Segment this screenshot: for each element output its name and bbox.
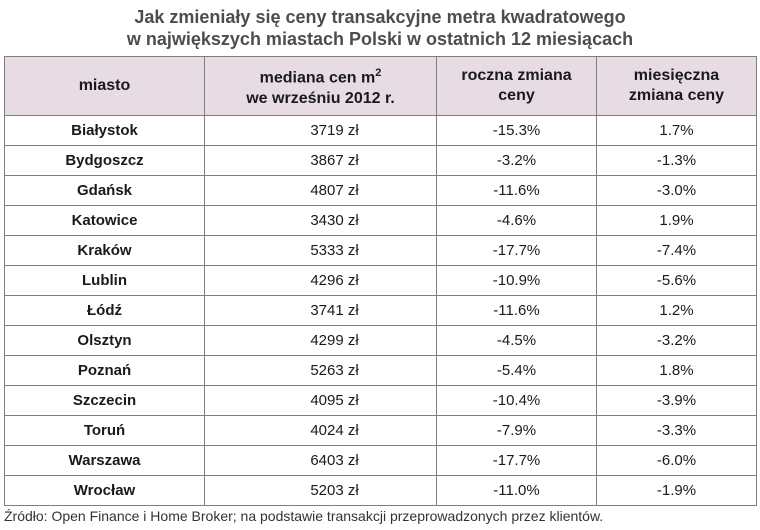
table-row: Toruń 4024 zł -7.9% -3.3% [4, 415, 757, 446]
monthly-change-cell: -3.0% [596, 175, 757, 206]
header-median-line2: we wrześniu 2012 r. [246, 89, 395, 107]
table-row: Poznań 5263 zł -5.4% 1.8% [4, 355, 757, 386]
monthly-change-cell: -5.6% [596, 265, 757, 296]
monthly-change-cell: 1.2% [596, 295, 757, 326]
city-cell: Lublin [4, 265, 205, 296]
city-cell: Gdańsk [4, 175, 205, 206]
median-price-cell: 4024 zł [204, 415, 437, 446]
median-price-cell: 3430 zł [204, 205, 437, 236]
city-cell: Poznań [4, 355, 205, 386]
median-price-cell: 4296 zł [204, 265, 437, 296]
yearly-change-cell: -10.9% [436, 265, 597, 296]
yearly-change-cell: -4.5% [436, 325, 597, 356]
source-note: Źródło: Open Finance i Home Broker; na p… [4, 508, 604, 524]
header-monthly: miesięczna zmiana ceny [596, 56, 757, 116]
header-monthly-line1: miesięczna [633, 67, 720, 84]
median-price-cell: 3741 zł [204, 295, 437, 326]
monthly-change-cell: -6.0% [596, 445, 757, 476]
header-yearly-line2: ceny [498, 87, 535, 104]
median-price-cell: 6403 zł [204, 445, 437, 476]
header-city: miasto [4, 56, 205, 116]
city-cell: Kraków [4, 235, 205, 266]
median-price-cell: 3867 zł [204, 145, 437, 176]
yearly-change-cell: -11.6% [436, 175, 597, 206]
median-price-cell: 4095 zł [204, 385, 437, 416]
table-body: Białystok 3719 zł -15.3% 1.7% Bydgoszcz 3867 … [4, 115, 757, 506]
monthly-change-cell: 1.8% [596, 355, 757, 386]
city-cell: Szczecin [4, 385, 205, 416]
monthly-change-cell: -1.3% [596, 145, 757, 176]
table-row: Szczecin 4095 zł -10.4% -3.9% [4, 385, 757, 416]
median-price-cell: 4807 zł [204, 175, 437, 206]
table-row: Lublin 4296 zł -10.9% -5.6% [4, 265, 757, 296]
price-table: miasto mediana cen m2 we wrześniu 2012 r… [4, 56, 757, 506]
median-price-cell: 5263 zł [204, 355, 437, 386]
header-yearly-line1: roczna zmiana [461, 67, 572, 84]
monthly-change-cell: -1.9% [596, 475, 757, 506]
median-price-cell: 5203 zł [204, 475, 437, 506]
table-row: Katowice 3430 zł -4.6% 1.9% [4, 205, 757, 236]
table-row: Kraków 5333 zł -17.7% -7.4% [4, 235, 757, 266]
header-median-line1: mediana cen m [259, 69, 376, 87]
title-line-2: w największych miastach Polski w ostatni… [126, 29, 634, 49]
yearly-change-cell: -4.6% [436, 205, 597, 236]
header-yearly: roczna zmiana ceny [436, 56, 597, 116]
yearly-change-cell: -17.7% [436, 445, 597, 476]
city-cell: Białystok [4, 115, 205, 146]
yearly-change-cell: -7.9% [436, 415, 597, 446]
chart-title: Jak zmieniały się ceny transakcyjne metr… [0, 6, 760, 50]
city-cell: Warszawa [4, 445, 205, 476]
yearly-change-cell: -17.7% [436, 235, 597, 266]
header-median-sup: 2 [375, 67, 382, 80]
monthly-change-cell: 1.7% [596, 115, 757, 146]
city-cell: Bydgoszcz [4, 145, 205, 176]
table-row: Białystok 3719 zł -15.3% 1.7% [4, 115, 757, 146]
monthly-change-cell: -3.2% [596, 325, 757, 356]
monthly-change-cell: -3.9% [596, 385, 757, 416]
title-line-1: Jak zmieniały się ceny transakcyjne metr… [134, 7, 626, 27]
table-row: Warszawa 6403 zł -17.7% -6.0% [4, 445, 757, 476]
yearly-change-cell: -10.4% [436, 385, 597, 416]
city-cell: Olsztyn [4, 325, 205, 356]
city-cell: Wrocław [4, 475, 205, 506]
city-cell: Toruń [4, 415, 205, 446]
median-price-cell: 3719 zł [204, 115, 437, 146]
yearly-change-cell: -11.0% [436, 475, 597, 506]
table-row: Olsztyn 4299 zł -4.5% -3.2% [4, 325, 757, 356]
table-row: Łódź 3741 zł -11.6% 1.2% [4, 295, 757, 326]
header-median: mediana cen m2 we wrześniu 2012 r. [204, 56, 437, 116]
median-price-cell: 5333 zł [204, 235, 437, 266]
city-cell: Łódź [4, 295, 205, 326]
monthly-change-cell: 1.9% [596, 205, 757, 236]
yearly-change-cell: -11.6% [436, 295, 597, 326]
table-row: Wrocław 5203 zł -11.0% -1.9% [4, 475, 757, 506]
city-cell: Katowice [4, 205, 205, 236]
monthly-change-cell: -3.3% [596, 415, 757, 446]
header-row: miasto mediana cen m2 we wrześniu 2012 r… [4, 56, 757, 116]
yearly-change-cell: -15.3% [436, 115, 597, 146]
yearly-change-cell: -5.4% [436, 355, 597, 386]
header-city-label: miasto [78, 77, 131, 94]
table-row: Bydgoszcz 3867 zł -3.2% -1.3% [4, 145, 757, 176]
header-monthly-line2: zmiana ceny [628, 87, 725, 104]
table-row: Gdańsk 4807 zł -11.6% -3.0% [4, 175, 757, 206]
yearly-change-cell: -3.2% [436, 145, 597, 176]
monthly-change-cell: -7.4% [596, 235, 757, 266]
median-price-cell: 4299 zł [204, 325, 437, 356]
